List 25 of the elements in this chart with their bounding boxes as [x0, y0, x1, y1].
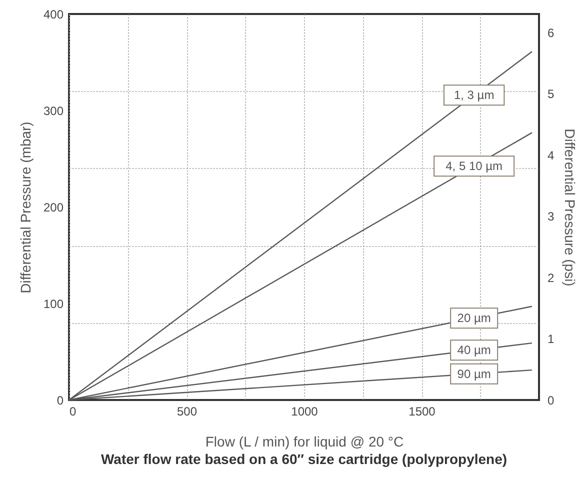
y2-tick-label: 4 [548, 148, 554, 162]
series-label: 40 µm [457, 343, 491, 358]
x-axis-title: Flow (L / min) for liquid @ 20 °C [205, 434, 404, 450]
text: Water flow rate based on a 60″ size cartridge (polypropylene) [100, 451, 508, 467]
y2-tick-label: 3 [548, 210, 554, 224]
y2-tick-label: 6 [548, 26, 554, 40]
x-tick-label: 1500 [408, 404, 436, 418]
x-tick-label: 1000 [291, 404, 318, 418]
y-tick-label: 0 [56, 394, 64, 408]
y2-tick-label: 5 [548, 87, 554, 102]
y2-tick-label: 0 [548, 394, 554, 408]
series-label: 1, 3 µm [454, 88, 494, 102]
y-tick-label: 200 [43, 200, 64, 214]
y2-tick-label: 1 [548, 332, 554, 346]
y-axis-title: Differential Pressure (mbar) [17, 122, 34, 294]
y2-tick-label: 2 [548, 270, 554, 285]
x-tick-label: 500 [176, 404, 198, 418]
series-label: 90 µm [457, 366, 491, 381]
series-label: 4, 5 10 µm [446, 159, 503, 174]
x-tick-label: 0 [70, 404, 76, 418]
y-tick-label: 100 [43, 297, 64, 311]
y-tick-label: 400 [43, 8, 64, 22]
y-tick-label: 300 [43, 104, 64, 118]
y2-axis-title: Differential Pressure (psi) [562, 128, 578, 286]
series-label: 20 µm [457, 311, 491, 326]
